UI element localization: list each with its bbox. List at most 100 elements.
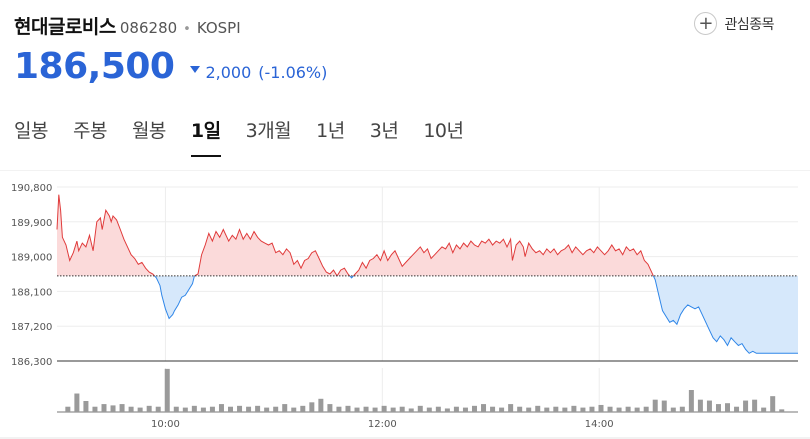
volume-bar (182, 407, 188, 412)
volume-bar (725, 403, 731, 412)
volume-bar (544, 407, 550, 412)
volume-bar (679, 406, 685, 412)
tab-1day[interactable]: 1일 (190, 116, 221, 157)
volume-bar (110, 405, 116, 412)
volume-bar (345, 405, 351, 412)
volume-bar (218, 404, 224, 412)
volume-bar (372, 407, 378, 412)
add-favorite-button[interactable]: + 관심종목 (694, 12, 774, 35)
volume-bar (706, 400, 712, 412)
volume-bar (74, 393, 80, 412)
volume-bar (490, 406, 496, 412)
volume-bar (363, 406, 369, 412)
volume-bar (508, 404, 514, 412)
volume-bar (589, 406, 595, 412)
tab-weekly[interactable]: 주봉 (72, 120, 107, 142)
volume-bar (146, 405, 152, 412)
stock-header: 현대글로비스 086280 • KOSPI (14, 12, 241, 39)
volume-bar (354, 407, 360, 412)
volume-bar (643, 406, 649, 412)
volume-bar (688, 390, 694, 412)
volume-bar (634, 407, 640, 412)
volume-bar (715, 404, 721, 412)
volume-bar (336, 406, 342, 412)
volume-bar (228, 406, 234, 412)
volume-bar (318, 398, 324, 412)
price-change-rate: (-1.06%) (258, 63, 328, 82)
volume-bar (155, 406, 161, 412)
volume-bar (553, 406, 559, 412)
volume-bar (291, 407, 297, 412)
down-triangle-icon (190, 66, 201, 73)
tab-monthly[interactable]: 월봉 (131, 120, 166, 142)
volume-bar (770, 396, 776, 412)
volume-bar (625, 406, 631, 412)
price-chart-svg[interactable]: 190,800 189,900 189,000 188,100 187,200 186,3… (0, 169, 810, 439)
volume-bar (381, 405, 387, 412)
volume-bar (481, 404, 487, 412)
volume-bar (209, 406, 215, 412)
volume-bar (83, 401, 89, 412)
price-area-up (57, 194, 798, 276)
tab-daily[interactable]: 일봉 (14, 120, 48, 142)
volume-bar (462, 407, 468, 412)
volume-bar (173, 406, 179, 412)
volume-bar (743, 400, 749, 412)
volume-bar (137, 407, 143, 412)
volume-bar (752, 399, 758, 412)
volume-bar (273, 406, 279, 412)
volume-bar (417, 405, 423, 412)
volume-bar (562, 407, 568, 412)
volume-bar (191, 405, 197, 412)
tab-3month[interactable]: 3개월 (245, 120, 292, 142)
price-row: 186,500 2,000 (-1.06%) (14, 46, 327, 87)
price-line-up (56, 194, 654, 276)
tab-1year[interactable]: 1년 (316, 120, 345, 142)
volume-bar (309, 402, 315, 412)
volume-bar (101, 404, 107, 412)
favorite-label: 관심종목 (724, 16, 774, 33)
volume-bar (453, 406, 459, 412)
volume-bar (761, 407, 767, 412)
intraday-chart[interactable]: 190,800 189,900 189,000 188,100 187,200 186,3… (0, 169, 810, 439)
stock-name: 현대글로비스 (14, 16, 116, 38)
volume-bar (119, 404, 125, 412)
price-line-down (153, 275, 798, 354)
tab-3year[interactable]: 3년 (369, 120, 399, 142)
volume-bar (255, 405, 261, 412)
volume-bar (670, 407, 676, 412)
y-tick-label: 189,900 (11, 218, 52, 229)
volume-bar (435, 406, 441, 412)
volume-bar (652, 399, 658, 412)
volume-bar (327, 404, 333, 412)
volume-bar (282, 404, 288, 412)
y-tick-label: 188,100 (11, 287, 52, 298)
volume-bar (697, 399, 703, 412)
price-change: 2,000 (205, 63, 252, 82)
volume-bar (607, 406, 613, 412)
volume-bar (779, 409, 785, 412)
volume-bar (164, 368, 170, 412)
volume-bar (92, 406, 98, 412)
volume-bar (517, 406, 523, 412)
volume-bar (128, 406, 134, 412)
volume-bar (237, 405, 243, 412)
period-tabs: 일봉 주봉 월봉 1일 3개월 1년 3년 10년 (14, 116, 489, 157)
volume-bar (264, 407, 270, 412)
separator-dot: • (183, 22, 191, 37)
volume-bar (65, 406, 71, 412)
volume-bar (571, 405, 577, 412)
volume-bar (390, 407, 396, 412)
volume-bar (408, 408, 414, 412)
y-tick-label: 187,200 (11, 322, 52, 333)
tab-10year[interactable]: 10년 (423, 120, 464, 142)
volume-bar (661, 400, 667, 412)
y-tick-label: 190,800 (11, 183, 52, 194)
volume-bar (246, 406, 252, 412)
volume-bar (598, 404, 604, 412)
y-tick-label: 189,000 (11, 253, 52, 264)
volume-bar (444, 408, 450, 412)
volume-bar (616, 407, 622, 412)
volume-bar (200, 407, 206, 412)
volume-bar (499, 407, 505, 412)
